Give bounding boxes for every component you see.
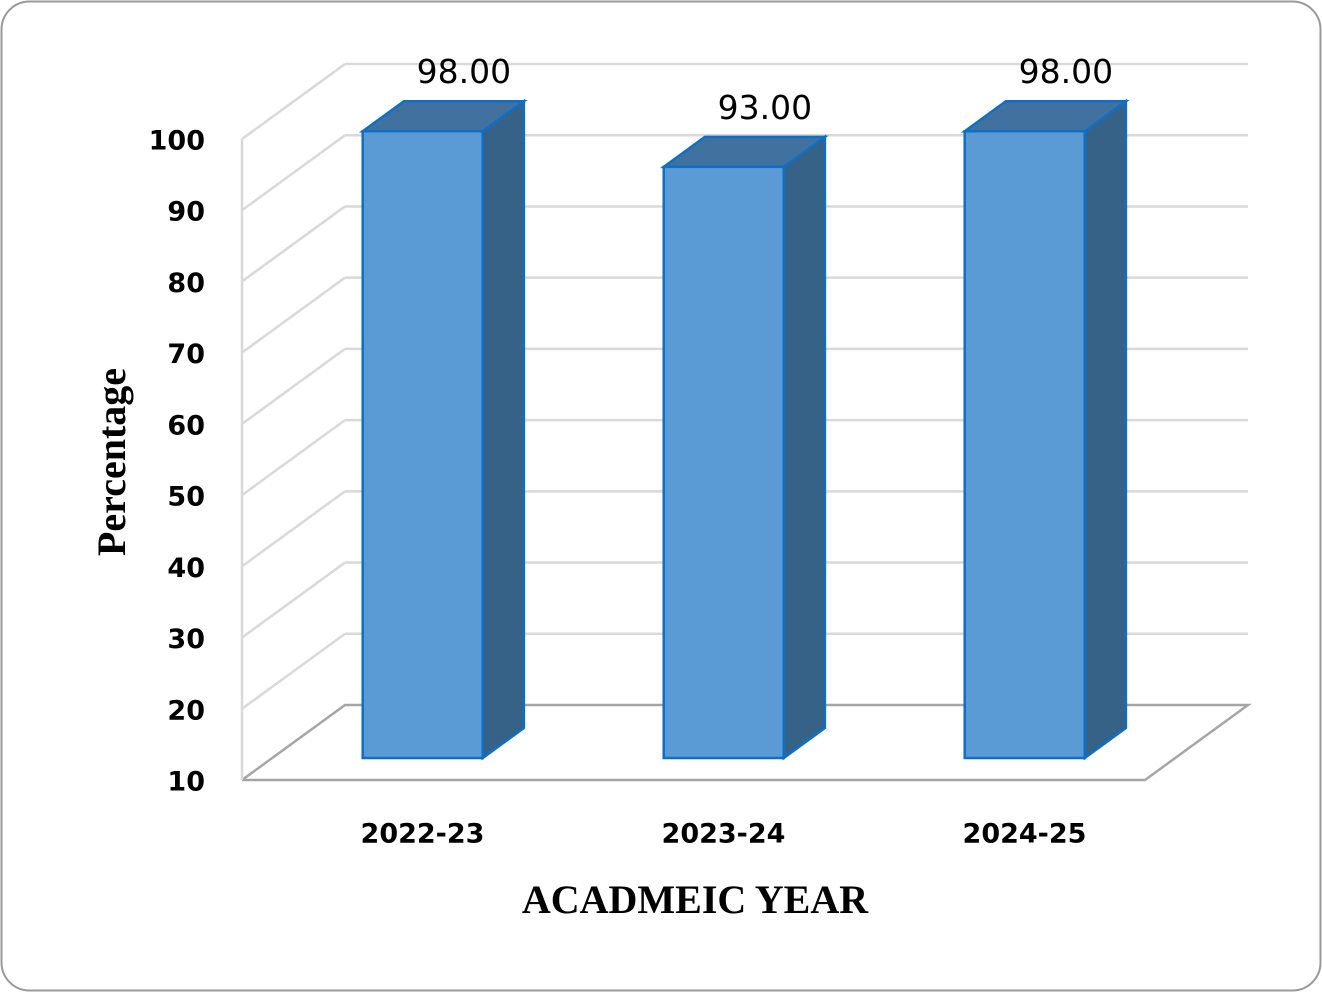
value-label: 93.00 [718, 88, 812, 127]
bar-side [1083, 98, 1128, 761]
y-tick-label: 80 [167, 268, 205, 299]
x-axis-title: ACADMEIC YEAR [522, 877, 869, 922]
grid-line [241, 561, 346, 639]
y-tick-label: 60 [167, 410, 205, 441]
grid-line [241, 632, 346, 710]
y-tick-label: 30 [167, 624, 205, 655]
bar [963, 129, 1086, 760]
y-tick-label: 10 [167, 767, 205, 798]
y-tick-label: 100 [149, 126, 205, 157]
bar-side [782, 134, 827, 761]
grid-line [241, 419, 346, 497]
value-label: 98.00 [417, 52, 511, 91]
floor [241, 703, 1252, 782]
y-tick-label: 50 [167, 482, 205, 513]
grid-line [241, 205, 346, 283]
y-tick-label: 40 [167, 553, 205, 584]
grid-line [241, 134, 346, 212]
grid-line [241, 62, 346, 141]
grid-line [241, 347, 346, 425]
bar-side [481, 98, 526, 761]
grid-line [241, 490, 346, 568]
bar [662, 165, 785, 760]
y-axis-title: Percentage [89, 368, 134, 556]
bar [361, 129, 484, 760]
y-tick-label: 20 [167, 695, 205, 726]
y-tick-label: 70 [167, 339, 205, 370]
x-tick-label: 2024-25 [963, 819, 1087, 850]
y-tick-label: 90 [167, 197, 205, 228]
x-tick-label: 2022-23 [361, 819, 485, 850]
grid-line [241, 276, 346, 354]
value-label: 98.00 [1019, 52, 1113, 91]
x-tick-label: 2023-24 [662, 819, 786, 850]
